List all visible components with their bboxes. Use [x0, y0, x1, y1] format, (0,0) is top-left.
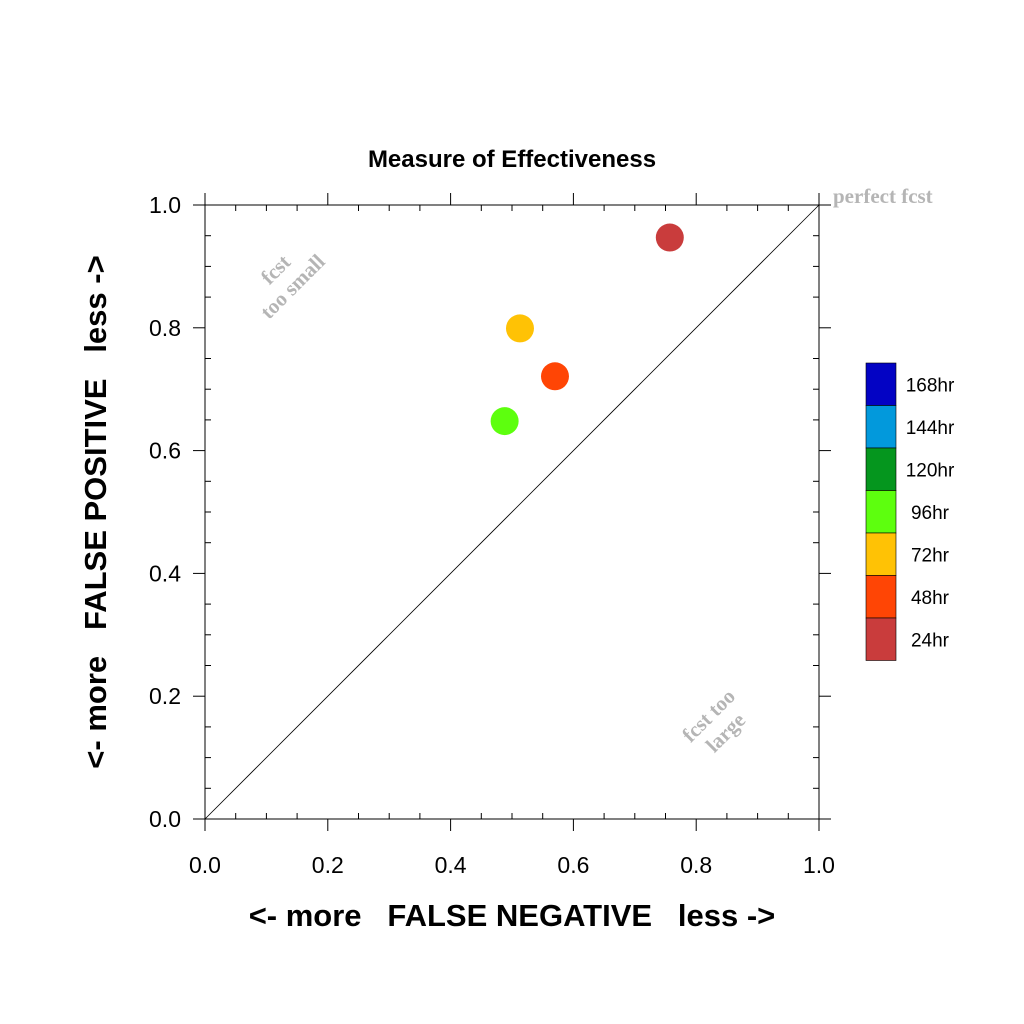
point-24hr: [655, 223, 684, 252]
y-tick-label: 0.2: [149, 683, 181, 709]
point-96hr: [490, 407, 519, 436]
x-tick-label: 0.6: [557, 852, 589, 878]
x-tick-label: 0.8: [680, 852, 712, 878]
legend-label: 48hr: [911, 588, 950, 609]
legend-swatch-72hr: [865, 532, 897, 576]
y-tick-label: 0.6: [149, 438, 181, 464]
legend-label: 120hr: [906, 460, 955, 481]
chart-title: Measure of Effectiveness: [368, 146, 656, 173]
y-tick-labels: 0.0 0.2 0.4 0.6 0.8 1.0: [149, 192, 181, 832]
legend: 168hr 144hr 120hr 96hr 72hr 48hr 24hr: [865, 362, 955, 661]
too-large-annotation: fcst too large: [677, 684, 750, 757]
y-tick-label: 0.0: [149, 806, 181, 832]
point-72hr: [505, 314, 534, 343]
x-tick-label: 1.0: [803, 852, 835, 878]
legend-label: 96hr: [911, 503, 950, 524]
x-tick-label: 0.2: [312, 852, 344, 878]
legend-swatch-96hr: [865, 490, 897, 534]
tick-marks: [193, 193, 831, 831]
legend-label: 168hr: [906, 375, 955, 396]
x-tick-label: 0.4: [435, 852, 467, 878]
data-points: [490, 223, 684, 436]
legend-swatch-144hr: [865, 405, 897, 449]
point-48hr: [540, 362, 569, 391]
legend-swatch-24hr: [865, 617, 897, 661]
legend-label: 144hr: [906, 418, 955, 439]
legend-label: 24hr: [911, 630, 950, 651]
x-tick-labels: 0.0 0.2 0.4 0.6 0.8 1.0: [189, 852, 835, 878]
legend-label: 72hr: [911, 545, 950, 566]
perfect-forecast-diagonal: [204, 204, 820, 820]
x-tick-label: 0.0: [189, 852, 221, 878]
perfect-forecast-annotation: perfect fcst: [833, 184, 933, 208]
legend-swatch-120hr: [865, 447, 897, 491]
y-tick-label: 0.8: [149, 315, 181, 341]
x-axis-label: <- more FALSE NEGATIVE less ->: [249, 898, 776, 933]
y-tick-label: 1.0: [149, 192, 181, 218]
y-axis-label: <- more FALSE POSITIVE less ->: [78, 255, 113, 768]
too-small-annotation: fcst too small: [255, 249, 329, 323]
legend-swatch-48hr: [865, 575, 897, 619]
legend-swatch-168hr: [865, 362, 897, 406]
y-tick-label: 0.4: [149, 560, 181, 586]
